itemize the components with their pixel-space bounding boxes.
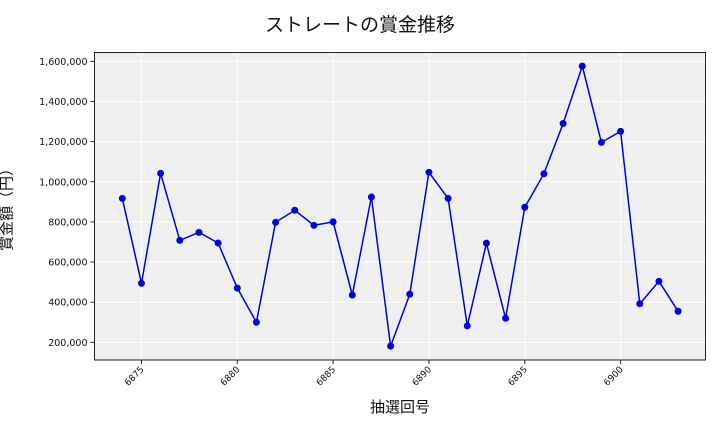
- data-point: [636, 300, 644, 308]
- data-point: [463, 322, 471, 330]
- data-point: [195, 228, 203, 236]
- data-point: [348, 291, 356, 299]
- data-point: [578, 62, 586, 70]
- y-tick-label: 1,000,000: [39, 177, 87, 188]
- y-tick-label: 200,000: [48, 338, 87, 349]
- x-tick-label: 6880: [219, 365, 242, 388]
- y-tick-label: 1,200,000: [39, 137, 87, 148]
- plot-area: [94, 52, 706, 360]
- data-point: [617, 127, 625, 135]
- x-tick-label: 6885: [315, 365, 338, 388]
- x-tick-label: 6890: [411, 365, 434, 388]
- data-point: [157, 169, 165, 177]
- data-point: [310, 221, 318, 229]
- x-tick-label: 6895: [507, 365, 530, 388]
- series-line: [121, 63, 679, 347]
- data-point: [559, 120, 567, 128]
- data-point: [655, 277, 663, 285]
- data-point: [521, 203, 529, 211]
- data-point: [272, 218, 280, 226]
- data-point: [425, 168, 433, 176]
- data-point: [444, 194, 452, 202]
- y-tick-label: 600,000: [48, 258, 87, 269]
- data-point: [214, 239, 222, 247]
- data-point: [482, 239, 490, 247]
- data-point: [252, 318, 260, 326]
- data-point: [137, 279, 145, 287]
- chart-title: ストレートの賞金推移: [264, 14, 455, 36]
- x-tick-label: 6875: [123, 365, 146, 388]
- y-tick-label: 400,000: [48, 298, 87, 309]
- y-tick-label: 1,400,000: [39, 97, 87, 108]
- x-tick-label: 6900: [602, 365, 625, 388]
- data-point: [176, 236, 184, 244]
- data-point: [291, 206, 299, 214]
- data-point: [406, 290, 414, 298]
- data-point: [233, 284, 241, 292]
- data-point: [387, 342, 395, 350]
- x-axis-label: 抽選回号: [369, 398, 430, 416]
- plot-frame: [94, 52, 706, 361]
- data-point: [674, 307, 682, 315]
- y-tick-label: 800,000: [48, 217, 87, 228]
- data-point: [540, 170, 548, 178]
- data-point: [597, 138, 605, 146]
- y-tick-label: 1,600,000: [39, 57, 87, 68]
- data-point: [502, 314, 510, 322]
- data-point: [367, 193, 375, 201]
- data-point: [118, 194, 126, 202]
- data-point: [329, 218, 337, 226]
